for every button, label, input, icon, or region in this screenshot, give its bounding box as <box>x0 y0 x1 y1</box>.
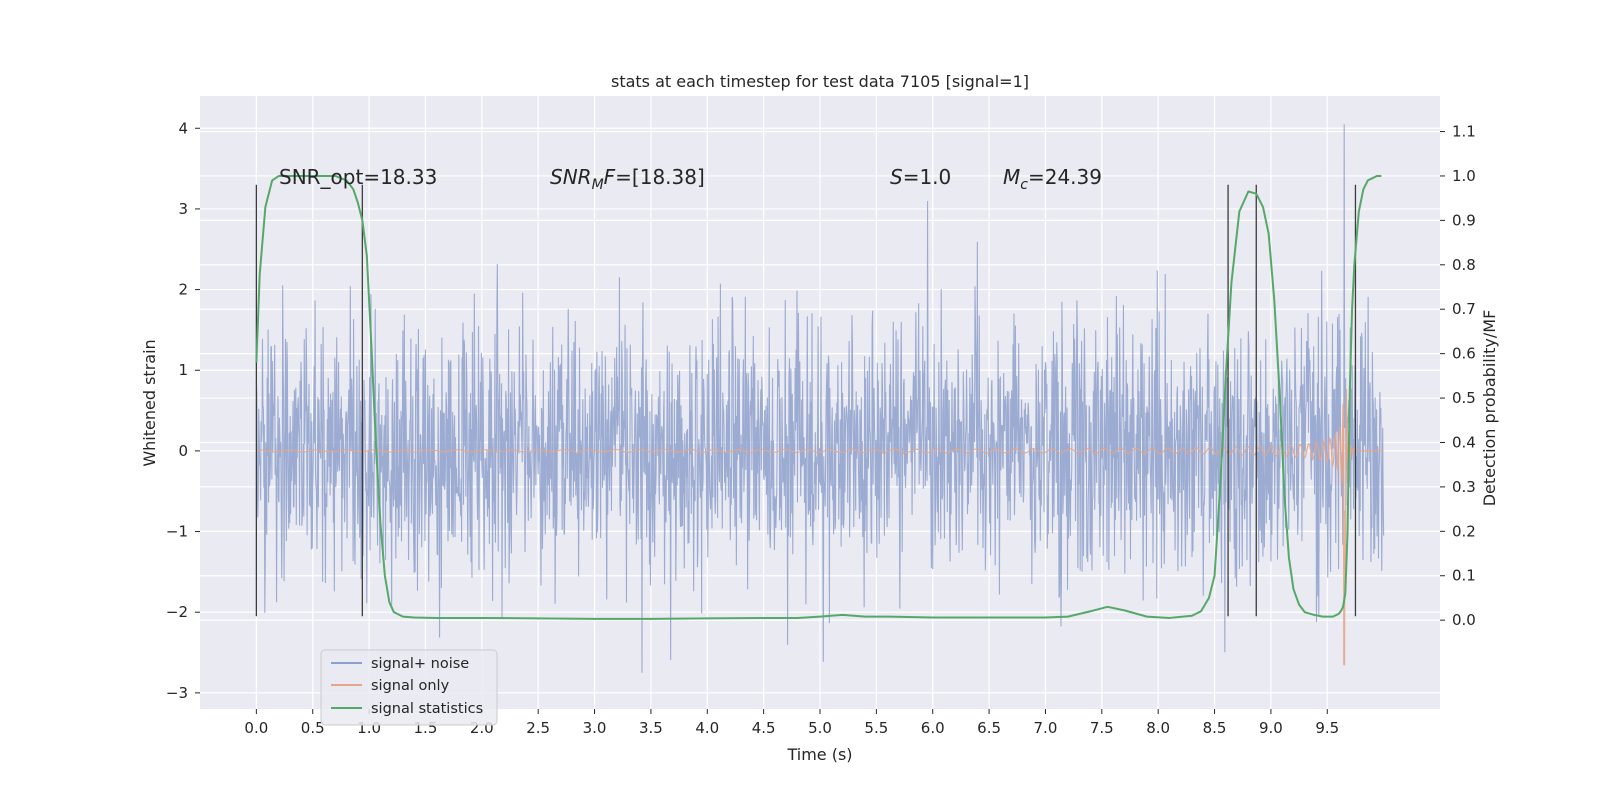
y-right-tick-label: 0.1 <box>1452 567 1476 585</box>
y-tick-label: 1 <box>178 361 188 379</box>
x-axis-label: Time (s) <box>786 745 852 764</box>
legend: signal+ noise signal only signal statist… <box>320 649 498 726</box>
y-tick-label: 0 <box>178 442 188 460</box>
y-axis-right-label: Detection probability/MF <box>1480 310 1499 507</box>
x-tick-label: 4.0 <box>695 719 719 737</box>
y-tick-label: −1 <box>166 523 188 541</box>
y-tick-label: −2 <box>166 603 188 621</box>
signal-only-line <box>256 389 1384 666</box>
signal-noise-series <box>255 124 1385 673</box>
y-right-tick-label: 0.7 <box>1452 300 1476 318</box>
y-right-tick-label: 0.2 <box>1452 522 1476 540</box>
x-tick-label: 2.5 <box>526 719 550 737</box>
x-tick-label: 0.0 <box>244 719 268 737</box>
x-tick-label: 3.5 <box>639 719 663 737</box>
x-tick-label: 7.5 <box>1090 719 1114 737</box>
x-tick-label: 8.5 <box>1203 719 1227 737</box>
y-right-tick-label: 1.1 <box>1452 123 1476 141</box>
y-tick-label: 4 <box>178 119 188 137</box>
y-right-tick-label: 1.0 <box>1452 167 1476 185</box>
signal-only-series <box>256 389 1384 666</box>
y-tick-label: −3 <box>166 684 188 702</box>
x-tick-label: 9.0 <box>1259 719 1283 737</box>
x-tick-label: 8.0 <box>1146 719 1170 737</box>
chart-title: stats at each timestep for test data 710… <box>611 72 1029 91</box>
y-right-tick-label: 0.3 <box>1452 478 1476 496</box>
y-right-tick-label: 0.4 <box>1452 433 1476 451</box>
y-right-tick-label: 0.5 <box>1452 389 1476 407</box>
annotation-s: S=1.0 <box>890 165 951 189</box>
legend-box <box>320 649 498 726</box>
x-tick-label: 0.5 <box>301 719 325 737</box>
legend-label-signal-statistics: signal statistics <box>371 701 483 717</box>
x-tick-label: 6.0 <box>921 719 945 737</box>
x-tick-label: 4.5 <box>752 719 776 737</box>
x-tick-label: 5.5 <box>864 719 888 737</box>
grid <box>200 96 1440 709</box>
axis-ticks: 0.0 0.5 1.0 1.5 2.0 2.5 3.0 3.5 4.0 4.5 5.0 5.5 6.0 6… <box>166 119 1476 737</box>
y-right-tick-label: 0.6 <box>1452 345 1476 363</box>
signal-noise-line <box>255 124 1385 673</box>
y-right-tick-label: 0.0 <box>1452 611 1476 629</box>
annotation-snr-opt: SNR_opt=18.33 <box>279 165 437 189</box>
signal-statistics-series <box>255 174 1382 620</box>
x-tick-label: 3.0 <box>583 719 607 737</box>
annotations: SNR_opt=18.33 SNRMF=[18.38] S=1.0 Mc=24.… <box>279 165 1102 193</box>
y-right-tick-label: 0.9 <box>1452 211 1476 229</box>
y-tick-label: 2 <box>178 281 188 299</box>
annotation-mc: Mc=24.39 <box>1003 165 1102 193</box>
x-tick-label: 9.5 <box>1315 719 1339 737</box>
y-axis-label: Whitened strain <box>140 339 159 466</box>
y-right-tick-label: 0.8 <box>1452 256 1476 274</box>
signal-statistics-line <box>255 174 1382 620</box>
legend-label-signal-noise: signal+ noise <box>371 656 469 672</box>
annotation-snr-mf: SNRMF=[18.38] <box>550 165 705 193</box>
x-tick-label: 6.5 <box>977 719 1001 737</box>
y-tick-label: 3 <box>178 200 188 218</box>
legend-label-signal-only: signal only <box>371 678 450 694</box>
x-tick-label: 5.0 <box>808 719 832 737</box>
x-tick-label: 7.0 <box>1034 719 1058 737</box>
